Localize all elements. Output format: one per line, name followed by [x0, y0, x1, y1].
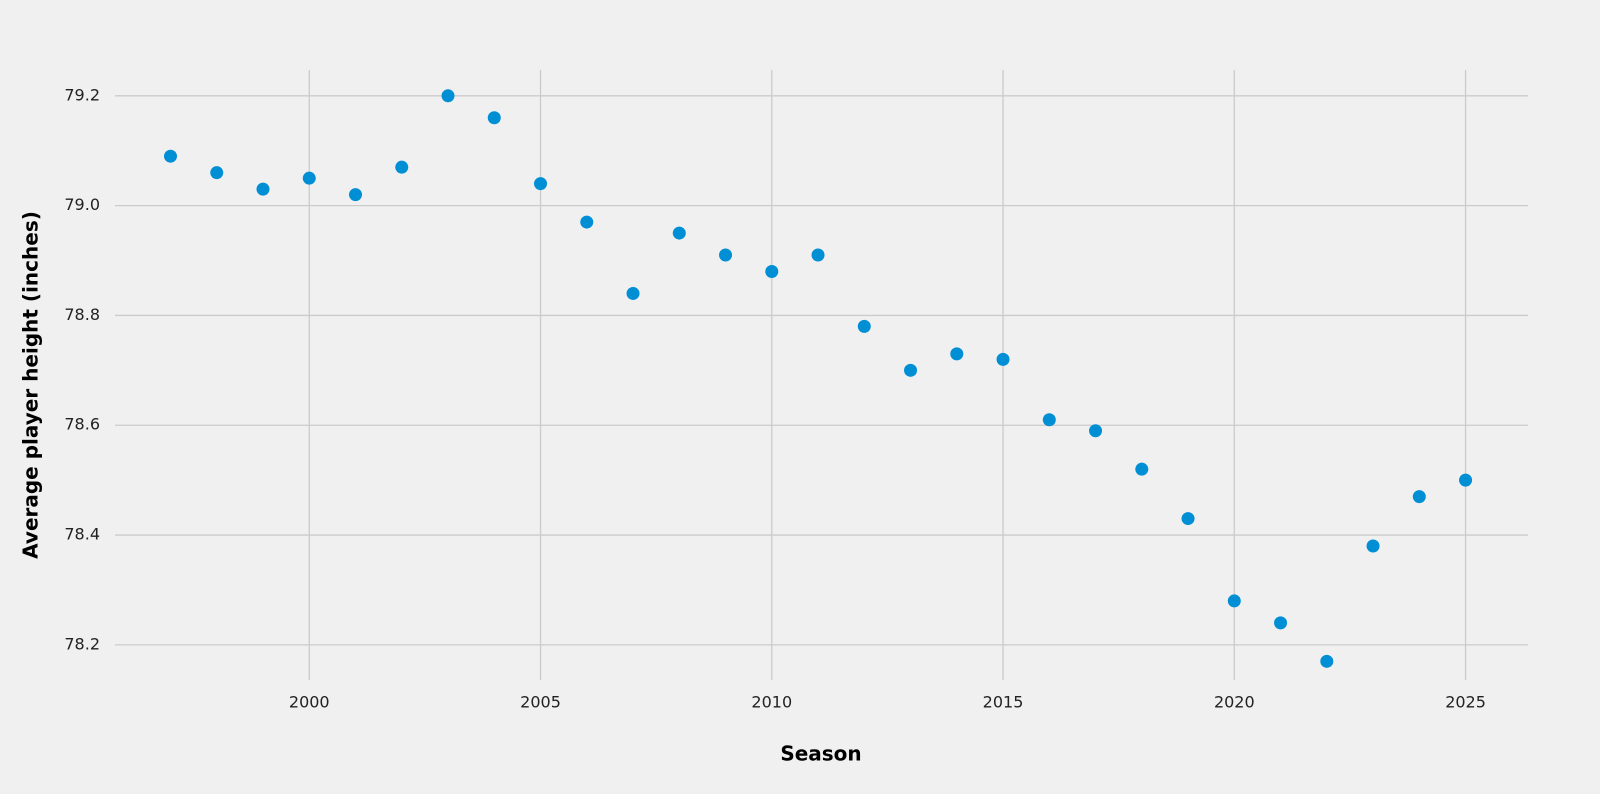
point	[441, 89, 455, 103]
point	[719, 248, 733, 262]
point	[1320, 654, 1334, 668]
x-tick-label: 2020	[1214, 693, 1255, 712]
point	[1042, 413, 1056, 427]
point	[1459, 473, 1473, 487]
y-tick-label: 78.2	[64, 634, 100, 653]
point	[811, 248, 825, 262]
point	[1227, 594, 1241, 608]
point	[395, 160, 409, 174]
point	[765, 265, 779, 279]
point	[1274, 616, 1288, 630]
x-tick-label: 2010	[751, 693, 792, 712]
point	[857, 319, 871, 333]
point	[534, 177, 548, 191]
x-tick-label: 2000	[289, 693, 330, 712]
y-tick-label: 78.4	[64, 525, 100, 544]
x-tick-label: 2015	[983, 693, 1024, 712]
point	[580, 215, 594, 229]
x-tick-label: 2025	[1445, 693, 1486, 712]
point	[904, 363, 918, 377]
point	[164, 149, 178, 163]
point	[950, 347, 964, 361]
point	[210, 166, 224, 180]
x-axis-label: Season	[780, 742, 861, 766]
x-tick-label: 2005	[520, 693, 561, 712]
point	[256, 182, 270, 196]
y-tick-label: 79.0	[64, 195, 100, 214]
y-tick-label: 78.8	[64, 305, 100, 324]
point	[302, 171, 316, 185]
point	[1089, 424, 1103, 438]
y-tick-label: 79.2	[64, 85, 100, 104]
point	[1135, 462, 1149, 476]
point	[1366, 539, 1380, 553]
point	[996, 352, 1010, 366]
point	[1181, 512, 1195, 526]
point	[1412, 490, 1426, 504]
point	[672, 226, 686, 240]
point	[487, 111, 501, 125]
point	[626, 286, 640, 300]
y-tick-label: 78.6	[64, 415, 100, 434]
point	[349, 188, 363, 202]
y-axis-label: Average player height (inches)	[19, 211, 43, 559]
